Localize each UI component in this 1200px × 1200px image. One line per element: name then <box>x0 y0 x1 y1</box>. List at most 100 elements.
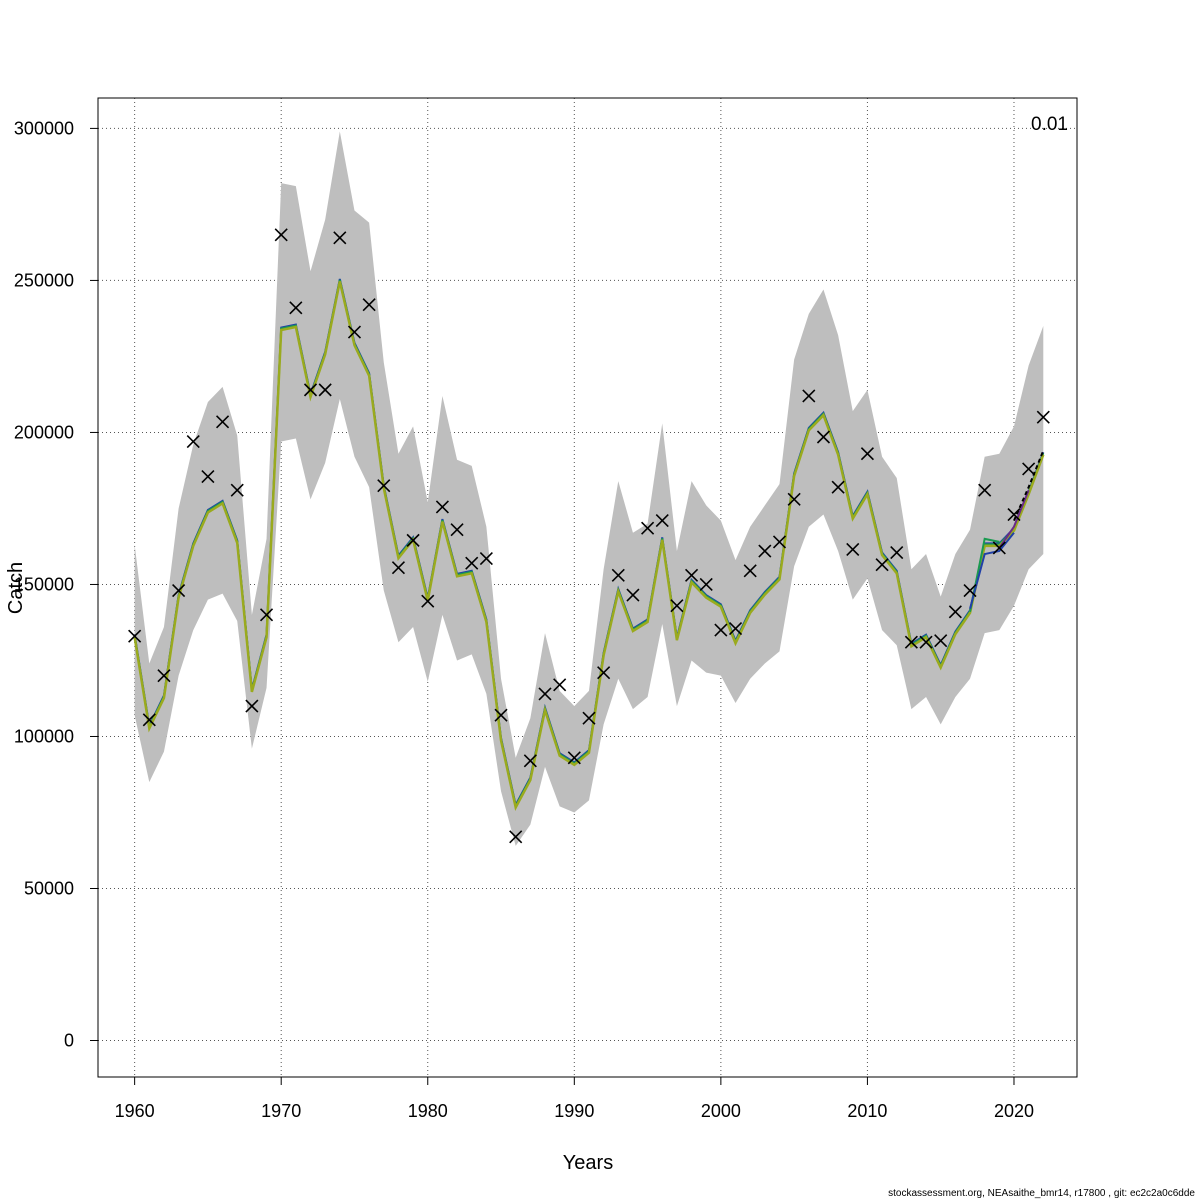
observed-point <box>157 669 171 683</box>
observed-point-stroke <box>172 583 186 598</box>
x-tick-label: 1970 <box>261 1101 301 1121</box>
observed-point-stroke <box>758 544 772 558</box>
observed-point <box>963 583 977 598</box>
observed-point <box>978 483 992 497</box>
observed-point <box>465 556 479 570</box>
observed-point-stroke <box>1007 507 1021 522</box>
observed-point-stroke <box>333 231 347 245</box>
retro-peel-line <box>998 489 1030 549</box>
axes: 1960 1970 1980 1990 2000 2010 2020 0 50000 100000… <box>14 97 1078 1121</box>
observed-point <box>626 588 640 602</box>
y-tick-label: 0 <box>64 1031 74 1051</box>
observed-point-stroke <box>538 687 552 701</box>
observed-point-stroke <box>670 599 684 613</box>
observed-point-stroke <box>289 301 303 315</box>
observed-point <box>186 434 200 449</box>
observed-point <box>919 635 933 649</box>
observed-point <box>860 447 874 461</box>
footer-credit: stockassessment.org, NEAsaithe_bmr14, r1… <box>888 1188 1195 1199</box>
observed-point <box>1007 507 1021 522</box>
observed-point <box>421 594 435 608</box>
y-tick-label: 250000 <box>14 270 74 290</box>
observed-point <box>289 301 303 315</box>
observed-point <box>948 605 962 619</box>
observed-point <box>523 754 537 768</box>
observed-point-stroke <box>919 635 933 649</box>
observed-point-stroke <box>509 830 523 844</box>
observed-point-stroke <box>362 298 376 312</box>
observed-point <box>509 830 523 844</box>
x-tick-label: 2010 <box>847 1101 887 1121</box>
observed-point-stroke <box>641 521 655 535</box>
retro-peel-line <box>1013 450 1045 522</box>
observed-point-stroke <box>802 389 816 403</box>
observed-point-stroke <box>934 634 948 648</box>
observed-point-stroke <box>450 523 464 537</box>
plot-frame <box>97 97 1078 1078</box>
observed-point <box>816 430 831 444</box>
observed-point <box>684 568 699 582</box>
observed-point-stroke <box>714 623 728 637</box>
observed-point <box>875 558 889 572</box>
observed-point <box>582 711 596 725</box>
retro-peels <box>969 450 1045 613</box>
y-tick-label: 200000 <box>14 422 74 442</box>
observed-point <box>450 523 464 537</box>
observed-point <box>743 564 757 578</box>
observed-point-stroke <box>1022 462 1036 476</box>
observed-point <box>216 415 230 429</box>
observed-point-stroke <box>772 535 787 549</box>
x-tick-label: 2000 <box>701 1101 741 1121</box>
retro-peel-line <box>969 532 1015 610</box>
observed-point <box>802 389 816 403</box>
observed-point <box>904 635 918 649</box>
observed-point <box>333 231 347 245</box>
observed-point-stroke <box>186 434 200 449</box>
observed-point-stroke <box>611 568 625 582</box>
confidence-band <box>134 131 1044 846</box>
observed-point-stroke <box>890 545 904 560</box>
observed-point <box>831 480 845 494</box>
observed-point-stroke <box>435 500 449 514</box>
observed-point <box>362 298 376 312</box>
observed-point <box>846 542 860 557</box>
x-tick-label: 1960 <box>115 1101 155 1121</box>
y-tick-label: 100000 <box>14 726 74 746</box>
y-tick-label: 150000 <box>14 574 74 594</box>
observed-point <box>772 535 787 549</box>
observed-point-stroke <box>201 469 215 484</box>
observed-point <box>655 514 669 528</box>
observed-point-stroke <box>142 713 156 727</box>
observed-point-stroke <box>421 594 435 608</box>
observed-point-stroke <box>875 558 889 572</box>
observed-point-stroke <box>216 415 230 429</box>
observed-point-stroke <box>655 514 669 528</box>
observed-point <box>992 541 1006 555</box>
observed-point-stroke <box>553 678 567 692</box>
observed-point <box>714 623 728 637</box>
observed-point <box>274 228 288 242</box>
observed-point <box>553 678 567 692</box>
observed-point-stroke <box>406 533 420 547</box>
observed-point-stroke <box>816 430 831 444</box>
observed-point-stroke <box>245 699 259 713</box>
observed-point <box>1036 410 1050 424</box>
observed-point-stroke <box>684 568 699 582</box>
observed-point <box>435 500 449 514</box>
observed-point-stroke <box>1036 410 1050 424</box>
observed-point-stroke <box>347 325 362 339</box>
observed-point <box>406 533 420 547</box>
observed-point-stroke <box>978 483 992 497</box>
observed-point <box>128 629 142 643</box>
observed-point-stroke <box>567 751 581 765</box>
observed-point <box>201 469 215 484</box>
observed-point-stroke <box>494 708 508 722</box>
y-tick-label: 50000 <box>24 878 74 898</box>
observed-point <box>303 383 318 397</box>
observed-point-stroke <box>728 621 743 636</box>
observed-point <box>538 687 552 701</box>
x-axis-title: Years <box>563 1152 613 1174</box>
observed-point-stroke <box>274 228 288 242</box>
confidence-band-area <box>134 131 1044 846</box>
